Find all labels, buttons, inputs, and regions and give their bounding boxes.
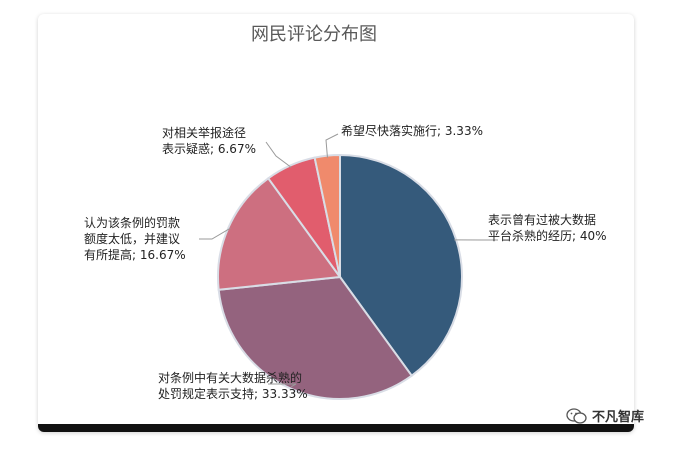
slice-label-line: 对条例中有关大数据杀熟的 [158, 370, 302, 385]
pie-slice-1 [217, 275, 414, 400]
pie-chart: 网民评论分布图 表示曾有过被大数据平台杀熟的经历; 40% 对条例中有关大数据杀熟… [84, 24, 607, 401]
slice-label-line: 对相关举报途径 [162, 125, 246, 140]
slice-label-1: 对条例中有关大数据杀熟的处罚规定表示支持; 33.33% [158, 370, 308, 401]
leader-line-2 [199, 227, 231, 240]
slice-label-line: 额度太低，并建议 [84, 231, 180, 246]
bottom-bar [38, 424, 634, 432]
slice-label-line: 希望尽快落实施行; 3.33% [341, 123, 483, 138]
slice-label-line: 表示曾有过被大数据 [488, 212, 596, 227]
slice-label-line: 处罚规定表示支持; 33.33% [158, 386, 308, 401]
slice-label-3: 对相关举报途径表示疑惑; 6.67% [162, 125, 256, 156]
slice-label-line: 平台杀熟的经历; 40% [488, 228, 607, 243]
slice-label-4: 希望尽快落实施行; 3.33% [341, 123, 483, 138]
slice-label-line: 有所提高; 16.67% [84, 247, 186, 262]
leader-line-3 [265, 141, 292, 168]
slice-label-line: 表示疑惑; 6.67% [162, 141, 256, 156]
chart-card: 网民评论分布图 表示曾有过被大数据平台杀熟的经历; 40% 对条例中有关大数据杀熟… [38, 14, 634, 432]
pie-slice-2 [217, 176, 342, 291]
slice-label-2: 认为该条例的罚款额度太低，并建议有所提高; 16.67% [84, 215, 186, 262]
chart-title: 网民评论分布图 [251, 24, 377, 45]
wechat-icon [566, 407, 587, 424]
leader-line-4 [325, 133, 339, 158]
leader-line-1 [268, 383, 297, 388]
slice-label-0: 表示曾有过被大数据平台杀熟的经历; 40% [488, 212, 607, 243]
pie-slice-0 [339, 153, 463, 378]
watermark: 不凡智库 [566, 406, 644, 425]
watermark-text: 不凡智库 [592, 410, 645, 425]
slice-label-line: 认为该条例的罚款 [84, 215, 180, 230]
